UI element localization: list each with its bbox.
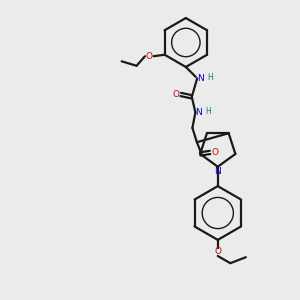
- Text: O: O: [146, 52, 153, 61]
- Text: O: O: [172, 90, 179, 99]
- Text: N: N: [214, 167, 221, 176]
- Text: H: H: [206, 107, 211, 116]
- Text: O: O: [214, 247, 221, 256]
- Text: H: H: [207, 73, 213, 82]
- Text: N: N: [197, 74, 203, 83]
- Text: N: N: [196, 108, 202, 117]
- Text: O: O: [212, 148, 219, 157]
